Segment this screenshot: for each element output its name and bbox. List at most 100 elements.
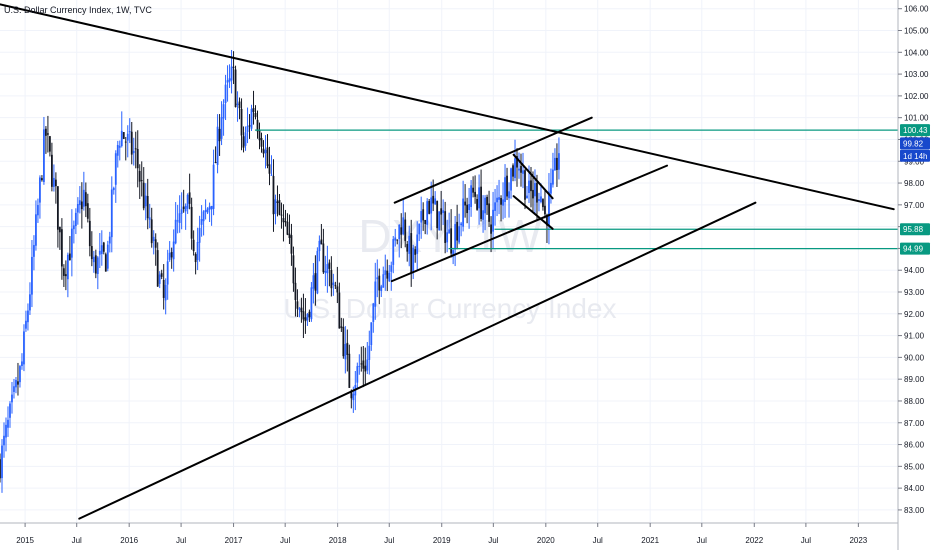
candle-body (536, 182, 538, 203)
candle-body (482, 210, 484, 220)
candle-body (54, 179, 57, 187)
candle-body (372, 303, 375, 322)
candle-body (310, 287, 313, 320)
candle-body (15, 379, 17, 388)
candle-body (278, 200, 281, 215)
trendlines[interactable] (0, 3, 895, 520)
candle-body (352, 393, 355, 401)
watermark-name: U.S. Dollar Currency Index (283, 293, 616, 324)
candle-body (466, 204, 469, 214)
candle-body (126, 133, 129, 141)
candle-body (362, 360, 365, 369)
candle-body (308, 311, 311, 318)
candle-body (128, 131, 131, 133)
candle-body (492, 209, 494, 232)
candle-body (184, 205, 187, 212)
trendline-support[interactable] (78, 201, 757, 520)
y-tick-label: 90.00 (904, 353, 925, 362)
candle-body (422, 209, 425, 221)
candle-body (338, 292, 341, 329)
candle-body (450, 228, 453, 254)
candle-body (434, 198, 437, 205)
candle-body (504, 177, 506, 203)
candle-body (248, 125, 251, 127)
trendline-flag-lower[interactable] (512, 195, 554, 230)
y-tick-label: 103.00 (904, 70, 929, 79)
candle-body (378, 275, 381, 291)
candle-body (476, 198, 478, 210)
candle-body (0, 459, 1, 479)
candle-body (236, 103, 239, 106)
trendline-channel-lower[interactable] (390, 164, 669, 283)
candle-body (404, 219, 407, 241)
candle-body (152, 236, 155, 242)
candle-body (512, 165, 514, 177)
candle-body (35, 214, 37, 246)
candle-body (518, 168, 520, 171)
price-badge-bg (900, 137, 930, 150)
candle-body (112, 187, 115, 191)
candle-body (416, 234, 419, 254)
candle-body (94, 255, 97, 274)
x-tick-label: 2021 (641, 536, 659, 545)
candle-body (41, 178, 43, 181)
candle-body (98, 250, 101, 255)
candle-body (460, 223, 463, 226)
candle-body (202, 211, 205, 222)
candle-body (166, 261, 169, 285)
candle-body (346, 342, 349, 355)
candle-body (138, 170, 141, 182)
candle-body (558, 153, 560, 170)
candle-body (334, 285, 337, 287)
candle-body (84, 192, 87, 207)
candle-body (350, 390, 353, 399)
candle-body (254, 112, 257, 117)
candle-body (262, 148, 265, 154)
x-tick-label: 2017 (225, 536, 243, 545)
candle-body (316, 250, 319, 294)
candle-body (118, 145, 121, 148)
candle-body (300, 307, 303, 313)
candle-body (23, 331, 25, 365)
candle-body (206, 208, 209, 213)
candle-body (484, 197, 486, 214)
trendline-flag-upper[interactable] (512, 153, 554, 200)
candle-body (232, 66, 235, 68)
candle-body (188, 192, 191, 204)
candle-body (524, 170, 526, 200)
candle-body (388, 272, 391, 282)
candle-body (176, 220, 179, 222)
candle-body (274, 199, 277, 214)
candle-body (122, 132, 125, 139)
candle-body (510, 168, 512, 191)
y-tick-label: 83.00 (904, 506, 925, 515)
candle-body (498, 197, 500, 200)
candle-body (134, 148, 137, 150)
candle-body (136, 149, 139, 169)
candle-body (238, 101, 241, 109)
candle-body (76, 204, 79, 213)
candle-body (424, 219, 427, 225)
candle-body (100, 245, 103, 254)
trendline-channel-upper[interactable] (393, 116, 593, 204)
candle-body (412, 247, 415, 272)
trendline-resistance[interactable] (0, 3, 895, 211)
candle-body (160, 273, 163, 277)
candle-body (62, 268, 65, 276)
candle-body (458, 226, 461, 243)
candle-body (60, 229, 63, 267)
candle-body (186, 194, 189, 209)
candle-body (502, 199, 504, 206)
candle-body (72, 225, 75, 230)
candle-body (208, 206, 211, 210)
x-tick-label: 2022 (745, 536, 763, 545)
candle-body (342, 326, 345, 357)
candle-body (172, 241, 175, 260)
candle-body (418, 223, 421, 235)
horizontal-levels[interactable] (254, 129, 898, 250)
candle-body (17, 381, 19, 385)
candle-body (496, 197, 498, 203)
